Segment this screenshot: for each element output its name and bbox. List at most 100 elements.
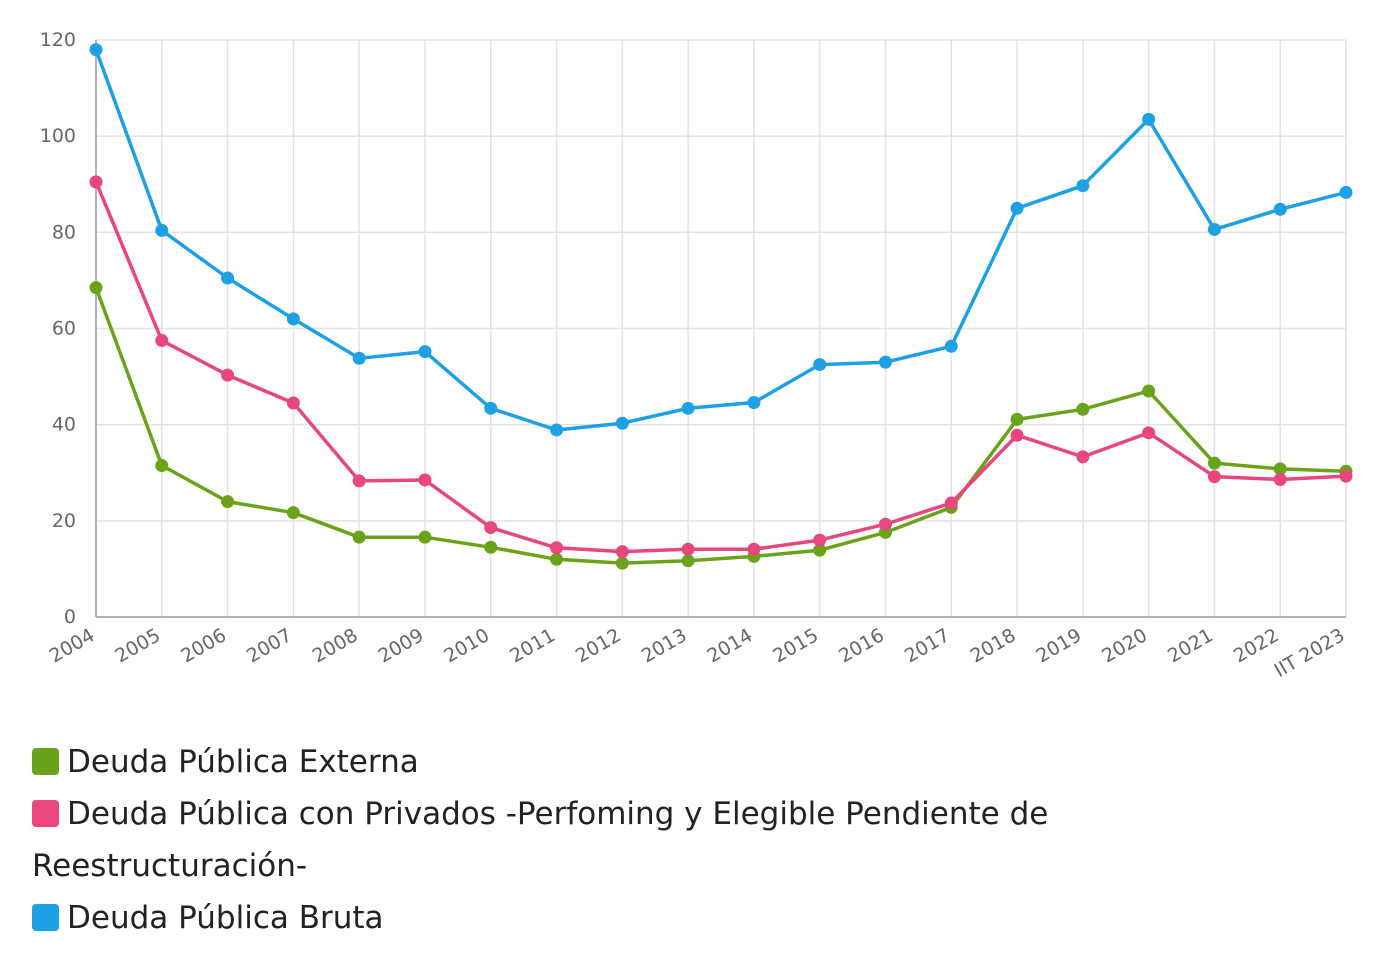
data-point-externa: [418, 530, 432, 544]
x-tick-label: 2013: [638, 624, 691, 667]
data-point-bruta: [615, 416, 629, 430]
data-point-externa: [681, 554, 695, 568]
data-point-externa: [1273, 462, 1287, 476]
data-point-externa: [155, 459, 169, 473]
data-point-bruta: [944, 339, 958, 353]
legend-swatch-privados: [32, 800, 59, 827]
data-point-bruta: [484, 401, 498, 415]
data-point-privados: [681, 542, 695, 556]
legend-label-externa: Deuda Pública Externa: [67, 744, 419, 780]
legend-swatch-externa: [32, 748, 59, 775]
data-point-externa: [286, 506, 300, 520]
legend-label-bruta: Deuda Pública Bruta: [67, 900, 384, 936]
data-point-privados: [1207, 470, 1221, 484]
data-point-externa: [615, 556, 629, 570]
data-point-privados: [155, 334, 169, 348]
data-point-privados: [615, 545, 629, 559]
x-tick-label: 2021: [1164, 624, 1217, 667]
data-point-bruta: [813, 358, 827, 372]
x-tick-label: 2008: [309, 624, 362, 667]
data-point-externa: [1076, 402, 1090, 416]
x-tick-label: 2010: [440, 624, 493, 667]
data-point-bruta: [747, 396, 761, 410]
data-point-bruta: [878, 355, 892, 369]
x-tick-label: 2012: [572, 624, 625, 667]
data-point-bruta: [155, 223, 169, 237]
y-tick-label: 40: [52, 414, 76, 436]
data-point-privados: [1339, 469, 1353, 483]
x-tick-label: 2018: [967, 624, 1020, 667]
data-point-privados: [484, 521, 498, 535]
data-point-privados: [418, 473, 432, 487]
data-point-privados: [352, 474, 366, 488]
data-point-externa: [550, 552, 564, 566]
x-tick-label: 2004: [46, 624, 99, 667]
y-tick-label: 120: [40, 29, 76, 51]
data-point-privados: [89, 175, 103, 189]
data-point-externa: [352, 530, 366, 544]
data-point-bruta: [286, 312, 300, 326]
data-point-bruta: [1207, 222, 1221, 236]
x-tick-label: 2007: [243, 624, 296, 667]
data-point-privados: [1010, 428, 1024, 442]
x-tick-label: IIT 2023: [1271, 624, 1349, 682]
data-point-privados: [813, 533, 827, 547]
line-chart: 0 20 40 60 80 100 120 2004 2005 2006 2007 2008 2009 2…: [40, 29, 1353, 682]
legend-label-privados: Deuda Pública con Privados -Perfoming y …: [32, 796, 1049, 884]
x-tick-label: 2014: [704, 624, 757, 667]
data-point-privados: [1273, 472, 1287, 486]
x-tick-label: 2020: [1098, 624, 1151, 667]
data-point-bruta: [221, 271, 235, 285]
data-point-privados: [1076, 450, 1090, 464]
data-point-externa: [221, 495, 235, 509]
data-point-privados: [550, 541, 564, 555]
x-tick-label: 2009: [375, 624, 428, 667]
data-point-externa: [1207, 456, 1221, 470]
data-point-externa: [89, 281, 103, 295]
data-point-bruta: [1010, 201, 1024, 215]
data-point-bruta: [681, 401, 695, 415]
y-tick-label: 60: [52, 318, 76, 340]
data-point-bruta: [418, 345, 432, 359]
series-privados: [89, 175, 1353, 559]
y-tick-label: 100: [40, 125, 76, 147]
data-point-privados: [221, 368, 235, 382]
data-point-bruta: [1142, 112, 1156, 126]
series-line-privados: [94, 181, 1347, 554]
data-point-privados: [286, 396, 300, 410]
y-tick-label: 20: [52, 510, 76, 532]
series-bruta: [89, 43, 1353, 437]
legend: Deuda Pública Externa Deuda Pública con …: [32, 736, 1132, 944]
legend-item-externa[interactable]: Deuda Pública Externa: [32, 736, 1132, 788]
data-point-externa: [1010, 412, 1024, 426]
x-tick-label: 2016: [835, 624, 888, 667]
data-point-bruta: [1339, 185, 1353, 199]
data-point-bruta: [352, 351, 366, 365]
x-tick-label: 2005: [111, 624, 164, 667]
data-point-externa: [484, 540, 498, 554]
data-point-externa: [813, 543, 827, 557]
data-point-bruta: [550, 423, 564, 437]
series-line-bruta: [94, 49, 1347, 432]
x-tick-label: 2019: [1032, 624, 1085, 667]
series-group: [89, 43, 1353, 570]
data-point-bruta: [1273, 202, 1287, 216]
data-point-privados: [878, 517, 892, 531]
data-point-bruta: [89, 43, 103, 57]
y-tick-label: 0: [64, 606, 76, 628]
grid: [95, 39, 1347, 618]
data-point-privados: [747, 542, 761, 556]
x-tick-label: 2011: [506, 624, 559, 667]
x-tick-label: 2015: [769, 624, 822, 667]
data-point-privados: [944, 496, 958, 510]
legend-item-privados[interactable]: Deuda Pública con Privados -Perfoming y …: [32, 788, 1132, 892]
data-point-externa: [1142, 384, 1156, 398]
data-point-bruta: [1076, 179, 1090, 193]
series-line-externa: [94, 286, 1347, 565]
y-tick-label: 80: [52, 221, 76, 243]
x-tick-label: 2006: [177, 624, 230, 667]
data-point-privados: [1142, 426, 1156, 440]
legend-item-bruta[interactable]: Deuda Pública Bruta: [32, 892, 1132, 944]
x-tick-label: 2017: [901, 624, 954, 667]
legend-swatch-bruta: [32, 904, 59, 931]
